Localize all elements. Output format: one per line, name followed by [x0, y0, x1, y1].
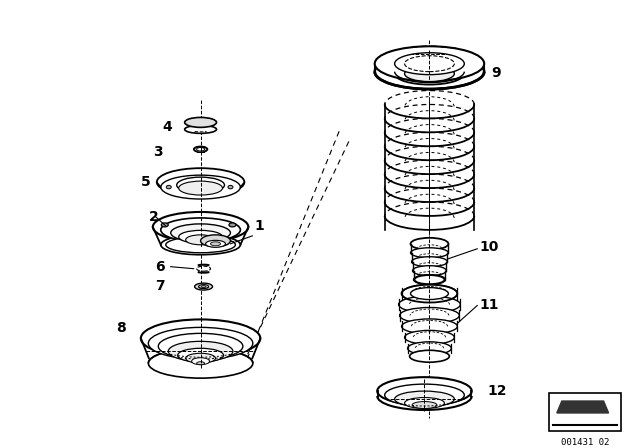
Ellipse shape — [196, 147, 205, 151]
Bar — [549, 393, 621, 431]
Text: 1: 1 — [254, 219, 264, 233]
Ellipse shape — [410, 248, 449, 258]
Text: 11: 11 — [479, 298, 499, 313]
Ellipse shape — [179, 230, 223, 243]
Ellipse shape — [408, 342, 451, 355]
Ellipse shape — [375, 46, 484, 81]
Ellipse shape — [186, 235, 216, 245]
Ellipse shape — [141, 319, 260, 357]
Ellipse shape — [194, 146, 207, 152]
Text: 4: 4 — [163, 121, 173, 134]
Text: 10: 10 — [479, 240, 499, 254]
Text: 3: 3 — [153, 145, 163, 159]
Ellipse shape — [185, 117, 216, 127]
Text: 5: 5 — [141, 175, 150, 189]
Ellipse shape — [161, 218, 241, 242]
Ellipse shape — [157, 168, 244, 196]
Ellipse shape — [375, 54, 484, 89]
Ellipse shape — [412, 257, 447, 267]
Ellipse shape — [191, 358, 209, 365]
Ellipse shape — [395, 53, 464, 75]
Ellipse shape — [410, 238, 449, 250]
Ellipse shape — [404, 330, 454, 345]
Ellipse shape — [168, 341, 233, 361]
Ellipse shape — [401, 319, 458, 334]
Ellipse shape — [185, 125, 216, 134]
Ellipse shape — [177, 177, 225, 193]
Ellipse shape — [205, 240, 225, 247]
Text: 6: 6 — [155, 260, 164, 274]
Ellipse shape — [171, 224, 230, 242]
Ellipse shape — [404, 397, 444, 409]
Ellipse shape — [179, 181, 223, 195]
Ellipse shape — [186, 353, 216, 363]
Text: 12: 12 — [487, 384, 507, 398]
Ellipse shape — [201, 285, 206, 288]
Ellipse shape — [161, 223, 168, 227]
Ellipse shape — [385, 384, 464, 406]
Ellipse shape — [200, 235, 230, 247]
Ellipse shape — [401, 284, 458, 302]
Ellipse shape — [413, 266, 446, 276]
Ellipse shape — [211, 242, 221, 246]
Text: 8: 8 — [116, 321, 125, 336]
Ellipse shape — [196, 362, 205, 365]
Ellipse shape — [198, 284, 209, 289]
Text: 9: 9 — [491, 66, 500, 80]
Ellipse shape — [158, 333, 243, 359]
Ellipse shape — [415, 275, 444, 284]
Ellipse shape — [166, 185, 172, 189]
Ellipse shape — [404, 66, 454, 82]
Ellipse shape — [178, 348, 223, 362]
Ellipse shape — [410, 288, 449, 300]
Ellipse shape — [148, 327, 253, 359]
Text: 2: 2 — [149, 210, 159, 224]
Ellipse shape — [412, 401, 437, 409]
Ellipse shape — [153, 212, 248, 242]
Ellipse shape — [377, 377, 472, 405]
Ellipse shape — [228, 185, 233, 189]
Ellipse shape — [161, 235, 241, 255]
Ellipse shape — [399, 296, 460, 313]
Text: 7: 7 — [155, 279, 164, 293]
Polygon shape — [557, 401, 609, 413]
Ellipse shape — [166, 237, 236, 253]
Ellipse shape — [399, 307, 460, 323]
Ellipse shape — [413, 275, 445, 284]
Ellipse shape — [395, 63, 464, 85]
Ellipse shape — [410, 350, 449, 362]
Ellipse shape — [148, 348, 253, 378]
Ellipse shape — [395, 391, 454, 407]
Ellipse shape — [161, 175, 241, 199]
Ellipse shape — [195, 283, 212, 290]
Text: 001431 02: 001431 02 — [561, 438, 609, 447]
Ellipse shape — [229, 223, 236, 227]
